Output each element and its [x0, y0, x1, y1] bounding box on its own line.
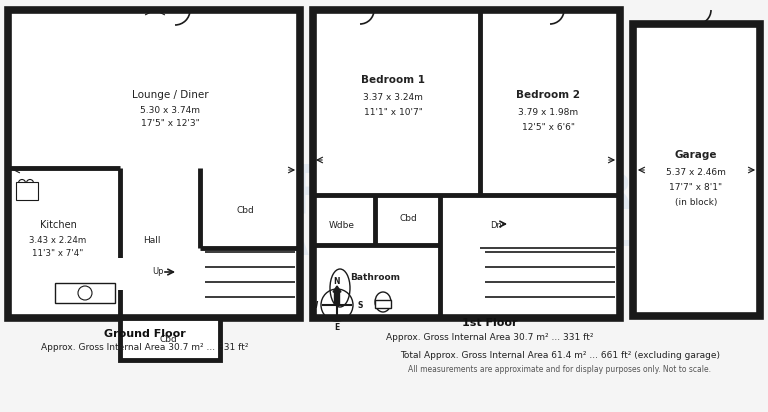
Text: Up: Up: [152, 267, 164, 276]
Bar: [16, 182, 38, 200]
Text: 1st Floor: 1st Floor: [462, 318, 518, 328]
Text: Kitchen: Kitchen: [40, 220, 77, 230]
Text: Lounge / Diner: Lounge / Diner: [131, 90, 208, 100]
Text: 3.43 x 2.24m: 3.43 x 2.24m: [29, 236, 87, 244]
Text: ORIGINAL: ORIGINAL: [424, 216, 636, 254]
Text: Garage: Garage: [675, 150, 717, 160]
Text: Bedroom 2: Bedroom 2: [516, 90, 580, 100]
Text: Dn: Dn: [490, 220, 502, 229]
Text: Hall: Hall: [144, 236, 161, 244]
Text: Cbd: Cbd: [399, 213, 417, 222]
Text: MANNERS: MANNERS: [13, 162, 387, 228]
Bar: [313, 10, 620, 318]
Text: S: S: [357, 300, 362, 309]
Text: 3.37 x 3.24m: 3.37 x 3.24m: [363, 93, 423, 101]
Text: 17'5" x 12'3": 17'5" x 12'3": [141, 119, 200, 127]
Text: Approx. Gross Internal Area 30.7 m² ... 331 ft²: Approx. Gross Internal Area 30.7 m² ... …: [41, 344, 249, 353]
Text: W: W: [310, 300, 318, 309]
Text: ORIGINAL: ORIGINAL: [57, 214, 343, 266]
Text: 11'1" x 10'7": 11'1" x 10'7": [363, 108, 422, 117]
Text: 17'7" x 8'1": 17'7" x 8'1": [670, 183, 723, 192]
Text: 5.37 x 2.46m: 5.37 x 2.46m: [666, 168, 726, 176]
Text: 12'5" x 6'6": 12'5" x 6'6": [521, 122, 574, 131]
Text: MANNERS: MANNERS: [389, 171, 670, 219]
Text: 3.79 x 1.98m: 3.79 x 1.98m: [518, 108, 578, 117]
Text: Bedroom 1: Bedroom 1: [361, 75, 425, 85]
Ellipse shape: [375, 292, 391, 312]
Text: All measurements are approximate and for display purposes only. Not to scale.: All measurements are approximate and for…: [409, 365, 711, 375]
Text: Bathroom: Bathroom: [350, 274, 400, 283]
Bar: [55, 283, 115, 303]
Text: 5.30 x 3.74m: 5.30 x 3.74m: [140, 105, 200, 115]
Text: Cbd: Cbd: [159, 335, 177, 344]
Text: N: N: [334, 278, 340, 286]
Text: Approx. Gross Internal Area 30.7 m² ... 331 ft²: Approx. Gross Internal Area 30.7 m² ... …: [386, 332, 594, 342]
Text: Wdbe: Wdbe: [329, 220, 355, 229]
Text: Ground Floor: Ground Floor: [104, 329, 186, 339]
Bar: [633, 24, 760, 316]
Bar: [8, 10, 300, 318]
Text: Cbd: Cbd: [236, 206, 254, 215]
Text: E: E: [334, 323, 339, 332]
Bar: [118, 258, 126, 290]
Text: Total Approx. Gross Internal Area 61.4 m² ... 661 ft² (excluding garage): Total Approx. Gross Internal Area 61.4 m…: [400, 351, 720, 360]
Ellipse shape: [330, 269, 350, 307]
FancyArrow shape: [333, 286, 341, 305]
Text: (in block): (in block): [675, 197, 717, 206]
Text: 11'3" x 7'4": 11'3" x 7'4": [32, 248, 84, 258]
Bar: [120, 318, 220, 360]
Bar: [375, 300, 391, 308]
